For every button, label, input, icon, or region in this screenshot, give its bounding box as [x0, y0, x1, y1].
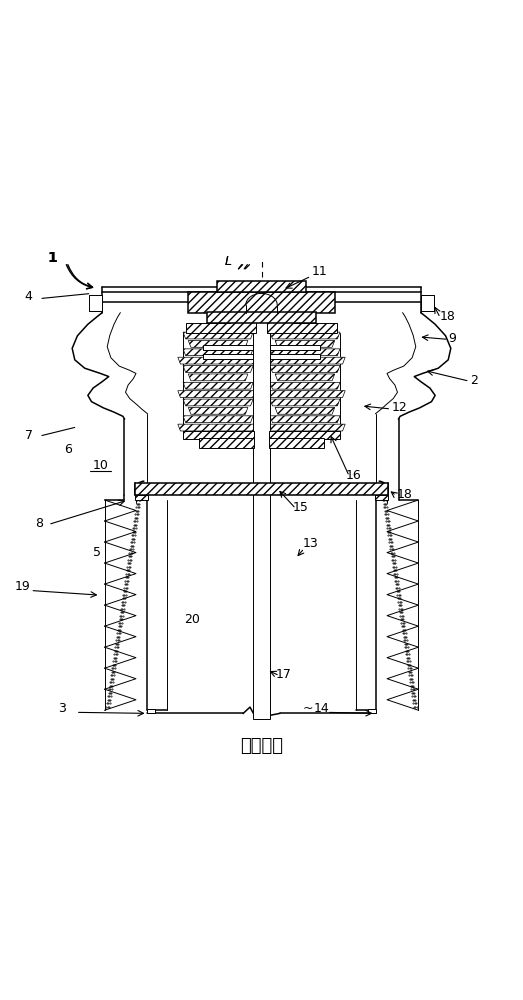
- Text: 14: 14: [314, 702, 329, 715]
- Text: 18: 18: [439, 310, 455, 323]
- Polygon shape: [183, 366, 253, 372]
- Text: 13: 13: [302, 537, 318, 550]
- Text: 11: 11: [311, 265, 327, 278]
- Bar: [269, 431, 340, 439]
- Polygon shape: [188, 374, 248, 381]
- Polygon shape: [270, 416, 340, 423]
- Bar: [269, 438, 324, 448]
- Polygon shape: [265, 357, 345, 364]
- Polygon shape: [275, 407, 335, 414]
- Polygon shape: [178, 391, 258, 397]
- Polygon shape: [183, 349, 253, 356]
- Text: 5: 5: [93, 546, 101, 559]
- Text: 2: 2: [470, 374, 477, 387]
- Text: 8: 8: [35, 517, 43, 530]
- Text: 现有技术: 现有技术: [240, 737, 283, 755]
- Text: 16: 16: [345, 469, 361, 482]
- Text: 19: 19: [15, 580, 30, 593]
- Polygon shape: [183, 332, 253, 339]
- Bar: [253, 290, 270, 719]
- Polygon shape: [265, 424, 345, 431]
- Bar: [188, 292, 335, 313]
- Text: L: L: [225, 255, 232, 268]
- Bar: [89, 295, 102, 311]
- Polygon shape: [270, 332, 340, 339]
- Text: 15: 15: [293, 501, 309, 514]
- Bar: [421, 295, 434, 311]
- Bar: [199, 438, 254, 448]
- Bar: [135, 495, 148, 500]
- Bar: [203, 345, 253, 350]
- Polygon shape: [275, 374, 335, 381]
- Text: 3: 3: [58, 702, 66, 715]
- Bar: [135, 483, 388, 495]
- Bar: [217, 281, 306, 292]
- Polygon shape: [178, 357, 258, 364]
- Bar: [270, 345, 320, 350]
- Polygon shape: [183, 416, 253, 423]
- Polygon shape: [188, 340, 248, 347]
- Polygon shape: [270, 366, 340, 372]
- Text: L: L: [225, 255, 232, 268]
- Polygon shape: [270, 399, 340, 406]
- Text: 18: 18: [396, 488, 412, 501]
- Polygon shape: [275, 340, 335, 347]
- Text: 10: 10: [93, 459, 108, 472]
- Text: 1: 1: [48, 251, 57, 265]
- Bar: [270, 354, 320, 359]
- Polygon shape: [270, 349, 340, 356]
- Text: 9: 9: [449, 332, 457, 345]
- Text: 20: 20: [185, 613, 200, 626]
- Polygon shape: [186, 313, 256, 333]
- Text: 1: 1: [48, 251, 57, 265]
- Bar: [183, 431, 254, 439]
- Polygon shape: [267, 313, 337, 333]
- Bar: [203, 354, 253, 359]
- Bar: [375, 495, 388, 500]
- Text: 6: 6: [64, 443, 72, 456]
- Text: 4: 4: [25, 290, 33, 303]
- Bar: [147, 709, 155, 713]
- Text: ~: ~: [302, 702, 313, 715]
- Polygon shape: [183, 382, 253, 389]
- Polygon shape: [183, 399, 253, 406]
- Polygon shape: [178, 424, 258, 431]
- Text: 17: 17: [276, 668, 292, 681]
- Text: 7: 7: [25, 429, 33, 442]
- Polygon shape: [270, 382, 340, 389]
- Text: 12: 12: [391, 401, 407, 414]
- Polygon shape: [188, 407, 248, 414]
- Bar: [207, 312, 316, 323]
- Polygon shape: [265, 391, 345, 397]
- Bar: [368, 709, 376, 713]
